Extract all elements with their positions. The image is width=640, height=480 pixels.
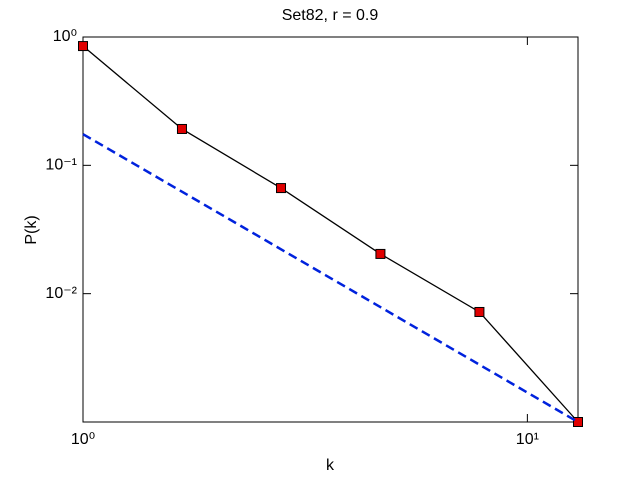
- x-axis-label: k: [326, 457, 335, 474]
- series-line: [82, 45, 579, 423]
- x-tick-label: 10¹: [516, 431, 539, 448]
- series-line: [82, 133, 579, 424]
- plot-area: [82, 36, 579, 423]
- y-axis-label: P(k): [23, 215, 40, 244]
- data-point: [276, 183, 287, 194]
- data-point: [573, 417, 583, 427]
- y-tick-label: 10⁰: [53, 28, 77, 45]
- data-point: [176, 123, 187, 134]
- data-point: [78, 41, 88, 52]
- y-tick-label: 10⁻¹: [45, 157, 77, 174]
- y-tick-label: 10⁻²: [45, 285, 77, 302]
- chart-title: Set82, r = 0.9: [282, 7, 379, 24]
- data-point: [375, 248, 386, 259]
- data-point: [474, 306, 485, 317]
- x-tick-label: 10⁰: [71, 431, 95, 448]
